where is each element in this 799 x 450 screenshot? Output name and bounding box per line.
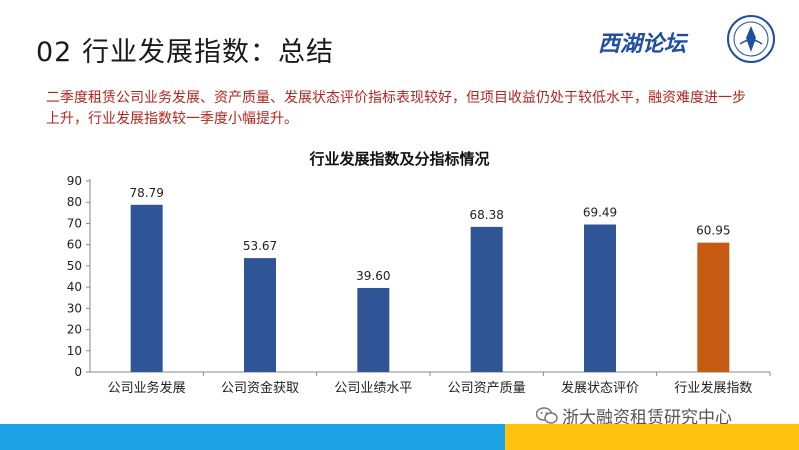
bar-chart: 0 10 20 30 40 50 60 70 80 90 78.79 公司业务发展 53.67 公司资金获… (67, 174, 771, 396)
y-tick-label: 20 (67, 323, 82, 337)
data-label: 53.67 (243, 239, 277, 253)
data-label: 60.95 (696, 224, 730, 238)
data-label: 69.49 (583, 206, 617, 220)
x-tick-label: 发展状态评价 (561, 380, 639, 396)
bar-3 (357, 287, 390, 372)
y-tick-label: 50 (67, 259, 82, 273)
y-tick-label: 80 (67, 195, 82, 209)
y-tick-label: 30 (67, 301, 82, 315)
x-tick-label: 公司业务发展 (108, 380, 186, 396)
y-tick-label: 60 (67, 238, 82, 252)
bottom-stripe (0, 424, 799, 450)
watermark-text: 浙大融资租赁研究中心 (562, 408, 732, 428)
y-tick-label: 10 (67, 344, 82, 358)
university-seal-icon (727, 15, 775, 63)
bar-1 (130, 204, 163, 372)
x-tick-label: 行业发展指数 (674, 380, 752, 396)
data-label: 68.38 (469, 208, 503, 222)
y-tick-label: 70 (67, 216, 82, 230)
y-tick-label: 40 (67, 280, 82, 294)
x-tick-label: 公司业绩水平 (334, 381, 412, 396)
bottom-stripe-yellow (505, 424, 799, 450)
page-title: 02 行业发展指数：总结 (36, 37, 334, 68)
data-label: 39.60 (356, 269, 390, 283)
x-tick-label: 公司资金获取 (221, 380, 299, 396)
y-tick-label: 0 (74, 365, 82, 379)
bar-4 (470, 226, 503, 372)
bottom-stripe-blue (0, 424, 505, 450)
y-tick-label: 90 (67, 174, 82, 188)
bar-2 (244, 258, 276, 372)
watermark: 浙大融资租赁研究中心 (536, 403, 732, 428)
chart-title: 行业发展指数及分指标情况 (309, 150, 490, 168)
bar-6 (697, 242, 730, 372)
x-tick-label: 公司资产质量 (448, 381, 526, 396)
data-label: 78.79 (129, 186, 163, 200)
forum-logo-text: 西湖论坛 (598, 31, 687, 57)
bar-5 (584, 224, 616, 372)
summary-text: 二季度租赁公司业务发展、资产质量、发展状态评价指标表现较好，但项目收益仍处于较低… (46, 90, 746, 127)
wechat-icon (536, 406, 558, 424)
